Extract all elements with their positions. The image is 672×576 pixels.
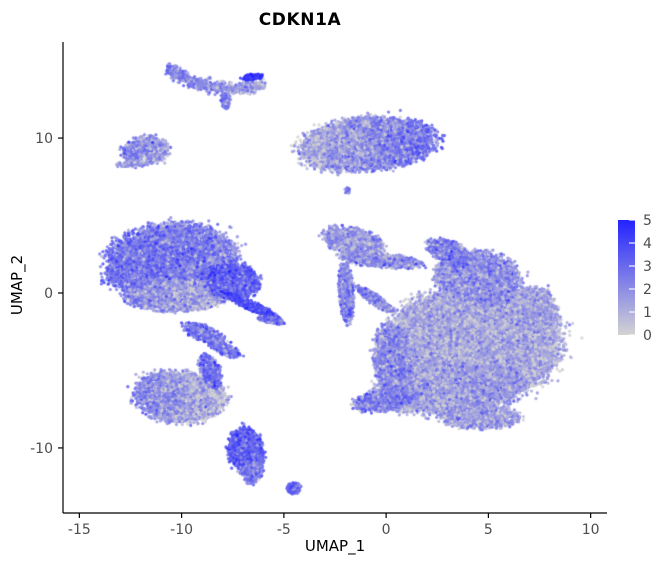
scatter-plot-canvas <box>0 0 672 576</box>
